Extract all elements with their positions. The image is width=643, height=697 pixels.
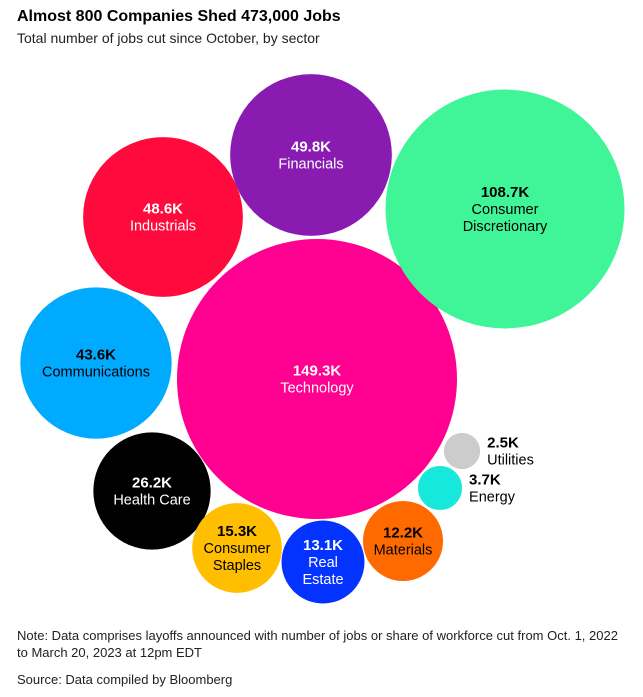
bubble-circle-industrials [83,137,243,297]
bubble-chart: 149.3KTechnology108.7KConsumerDiscretion… [20,74,625,604]
bubble-sector-label: Staples [213,558,261,574]
bubble-sector-label: Industrials [130,219,196,235]
bubble-circle-real-estate [281,520,365,604]
bubble-sector-label: Energy [469,490,516,506]
chart-title: Almost 800 Companies Shed 473,000 Jobs [17,8,341,25]
bubble-sector-label: Discretionary [463,219,548,235]
bubble-sector-label: Health Care [113,493,190,509]
bubble-value-label: 12.2K [383,525,423,542]
bubble-sector-label: Estate [302,572,343,588]
bubble-circle-technology [177,239,457,519]
bubble-circle-consumer-staples [192,503,282,593]
bubble-circle-health-care [93,432,211,550]
bubble-circle-financials [230,74,392,236]
bubble-value-label: 3.7K [469,472,501,489]
chart-note: Note: Data comprises layoffs announced w… [17,628,618,660]
bubble-value-label: 13.1K [303,537,343,554]
bubble-value-label: 43.6K [76,347,116,364]
bubble-sector-label: Utilities [487,453,534,469]
bubble-circle-materials [362,500,444,582]
bubble-value-label: 48.6K [143,201,183,218]
bubble-value-label: 149.3K [293,363,342,380]
bubble-sector-label: Real [308,555,338,571]
bubble-sector-label: Technology [280,381,354,397]
bubble-value-label: 15.3K [217,523,257,540]
bubble-sector-label: Consumer [204,541,271,557]
bubble-circle-utilities [443,432,481,470]
bubble-sector-label: Materials [374,543,433,559]
bubble-circle-consumer-discretionary [385,89,625,329]
bubble-value-label: 26.2K [132,475,172,492]
bubble-sector-label: Consumer [472,202,539,218]
bubble-sector-label: Communications [42,365,150,381]
chart-subtitle: Total number of jobs cut since October, … [17,30,320,46]
bubble-value-label: 108.7K [481,184,530,201]
chart-source: Source: Data compiled by Bloomberg [17,672,233,687]
bubble-sector-label: Financials [278,157,343,173]
bubble-value-label: 2.5K [487,435,519,452]
bubble-circle-communications [20,287,172,439]
bubble-circle-energy [417,465,463,511]
bubble-value-label: 49.8K [291,139,331,156]
